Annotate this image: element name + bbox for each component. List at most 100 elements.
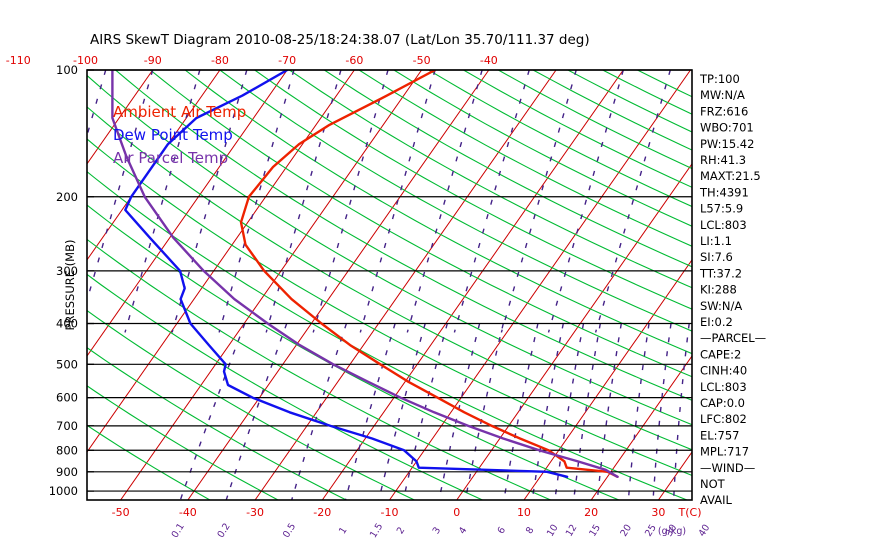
bottom-temp-tick-label: -30 [246,506,264,519]
pressure-tick-label: 700 [56,419,78,433]
index-readout-item: MW:N/A [700,88,745,102]
pressure-tick-label: 200 [56,190,78,204]
legend-label: Air Parcel Temp [113,149,228,167]
pressure-tick-label: 100 [56,63,78,77]
index-readout-item: CINH:40 [700,364,747,378]
index-readout-item: TH:4391 [699,185,749,199]
pressure-tick-label: 900 [56,465,78,479]
legend-label: Ambient Air Temp [113,103,246,121]
index-readout-item: EL:757 [700,428,740,442]
isotherm-line [0,70,18,500]
bottom-temp-tick-label: 20 [584,506,598,519]
mixing-ratio-line [87,70,154,304]
temp-axis-label: T(C) [678,506,702,519]
index-readout-item: MPL:717 [700,445,749,459]
pressure-tick-label: 500 [56,357,78,371]
mixing-ratio-line [672,323,690,500]
mixing-ratio-tick-label: 0.5 [281,521,298,540]
mixing-ratio-tick-label: 6 [496,525,509,536]
isotherm-line [793,70,870,500]
index-readout-item: SI:7.6 [700,250,733,264]
index-readout-item: LCL:803 [700,380,747,394]
mixing-ratio-tick-label: 15 [587,523,603,539]
dry-adiabat-line [149,70,692,378]
mixing-ratio-line [225,323,288,500]
mixing-ratio-line [503,323,539,500]
dry-adiabat-line [289,70,692,289]
dry-adiabat-line [323,70,692,268]
index-readout-item: MAXT:21.5 [700,169,761,183]
bottom-temp-tick-label: 10 [517,506,531,519]
isotherm-line [321,70,624,500]
isotherm-line [456,163,692,500]
dry-adiabat-line [87,204,620,500]
dry-adiabat-line [87,170,688,500]
pressure-tick-label: 800 [56,443,78,457]
isotherm-line [254,70,557,500]
top-temp-tick-label: -40 [480,54,498,67]
dry-adiabat-line [463,70,692,188]
index-readout-item: RH:41.3 [700,153,746,167]
isotherm-line [87,70,288,357]
index-readout-item: PW:15.42 [700,137,754,151]
top-temp-tick-label: -60 [345,54,363,67]
sounding-curve [111,70,619,478]
top-temp-tick-label: -80 [211,54,229,67]
index-readout-item: KI:288 [700,283,737,297]
mixing-ratio-tick-label: 0.1 [170,521,187,540]
dry-adiabat-line [219,70,692,332]
pressure-tick-label: 1000 [49,484,78,498]
bottom-temp-tick-label: -20 [313,506,331,519]
isotherm-line [657,451,692,500]
index-readout-item: TT:37.2 [699,266,742,280]
mixing-ratio-tick-label: 40 [697,523,713,539]
dry-adiabat-line [87,106,692,451]
bottom-temp-tick-label: -40 [179,506,197,519]
top-temp-tick-label: -110 [6,54,31,67]
sounding-curves [111,70,619,478]
isotherm-line [187,70,490,500]
mixing-ratio-line [627,323,650,500]
mixing-ratio-line [179,323,246,500]
mixing-ratio-tick-label: 0.2 [215,521,232,540]
mixing-ratio-line [344,323,396,500]
dry-adiabat-line [87,385,279,500]
index-readout-item: WBO:701 [700,121,754,135]
mixing-ratio-line [218,70,295,333]
mixing-ratio-line [554,323,585,500]
bottom-temp-tick-label: -10 [381,506,399,519]
dry-adiabat-line [184,70,692,355]
index-readout-item: EI:0.2 [700,315,733,329]
index-readout-item: LI:1.1 [700,234,732,248]
index-readout-item: LCL:803 [700,218,747,232]
isotherm-line [523,259,692,500]
bottom-temp-tick-label: 0 [453,506,460,519]
bottom-temp-tick-label: -50 [112,506,130,519]
isotherm-line [120,70,423,500]
page-title: AIRS SkewT Diagram 2010-08-25/18:24:38.0… [90,32,590,48]
legend-label: Dew Point Temp [113,126,233,144]
top-temp-tick-label: -90 [144,54,162,67]
background-grid [0,70,870,500]
mixing-ratio-tick-label: 30 [664,523,680,539]
mixing-ratio-tick-label: 8 [524,525,537,536]
index-readout-item: LFC:802 [700,412,747,426]
mixing-ratio-line [573,323,601,500]
mixing-ratio-tick-label: 12 [564,523,580,539]
dry-adiabat-line [428,70,692,208]
mixing-ratio-line [312,70,389,333]
bottom-temp-tick-label: 30 [651,506,665,519]
mixing-ratio-tick-label: 10 [545,523,561,539]
top-temp-tick-label: -50 [413,54,431,67]
mixing-ratio-line [402,323,448,500]
mixing-ratio-line [124,70,201,333]
dry-adiabat-line [254,70,692,310]
mixing-ratio-line [291,323,348,500]
mixing-ratio-line [171,70,248,333]
index-readout-item: SW:N/A [700,299,742,313]
mixing-ratio-line [378,323,426,500]
dry-adiabat-line [87,424,211,500]
index-readout-item: L57:5.9 [700,202,743,216]
mixing-ratio-line [359,70,436,333]
dry-adiabat-line [358,70,692,247]
